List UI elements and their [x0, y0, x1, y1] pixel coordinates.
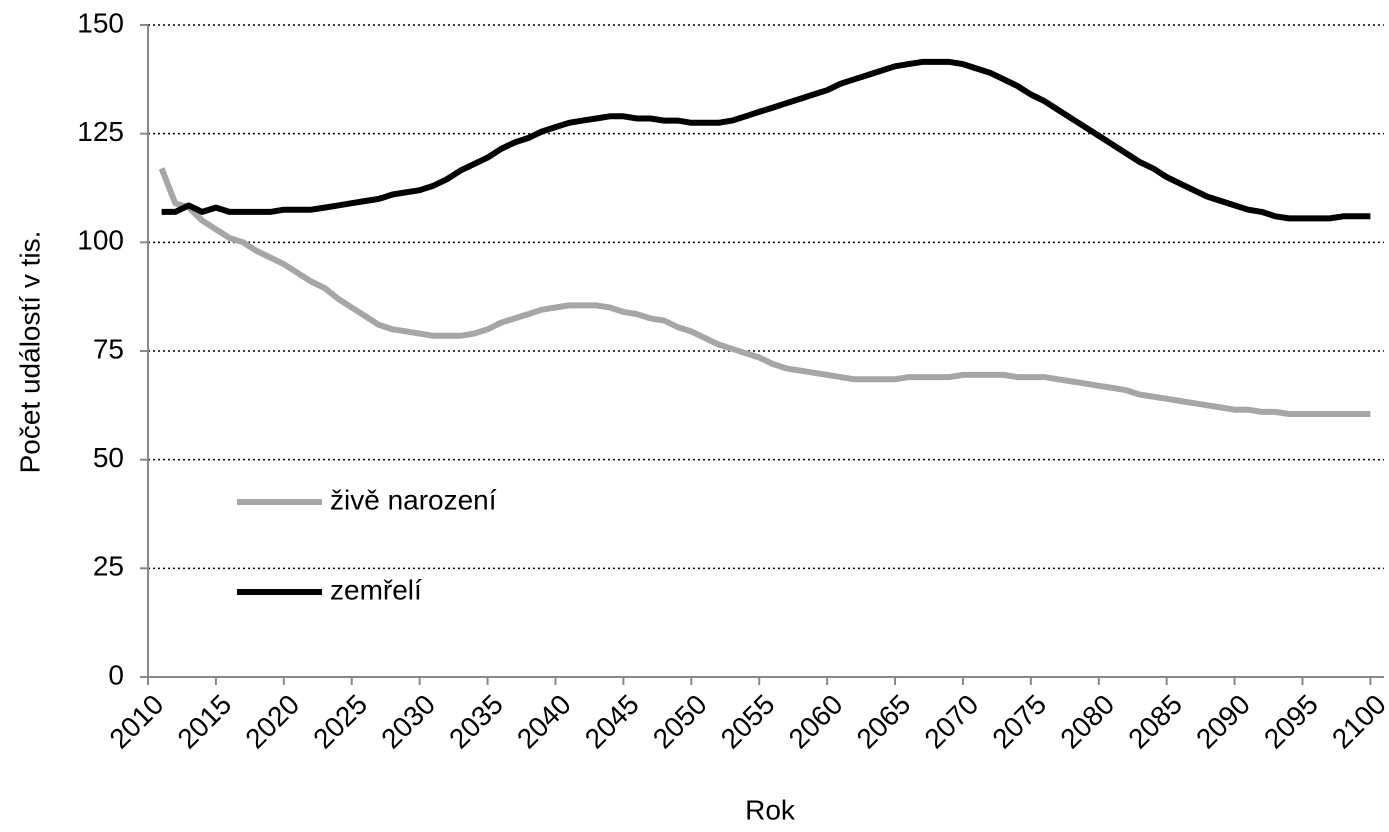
x-axis-label: Rok [745, 794, 796, 825]
x-tick-label: 2055 [715, 689, 781, 755]
x-tick-label: 2020 [239, 689, 305, 755]
x-tick-label: 2050 [647, 689, 713, 755]
y-tick-label: 150 [77, 7, 124, 38]
y-tick-label: 25 [93, 551, 124, 582]
x-tick-label: 2010 [103, 689, 169, 755]
x-tick-label: 2095 [1258, 689, 1324, 755]
x-tick-label: 2030 [375, 689, 441, 755]
x-tick-label: 2015 [171, 689, 237, 755]
x-tick-label: 2080 [1054, 689, 1120, 755]
x-tick-label: 2065 [851, 689, 917, 755]
y-tick-label: 0 [108, 659, 124, 690]
series-line [158, 167, 1371, 417]
series-line [161, 58, 1371, 222]
x-tick-label: 2060 [783, 689, 849, 755]
y-tick-label: 125 [77, 116, 124, 147]
y-tick-label: 50 [93, 442, 124, 473]
x-tick-label: 2025 [307, 689, 373, 755]
x-tick-label: 2070 [918, 689, 984, 755]
y-tick-label: 75 [93, 333, 124, 364]
x-tick-label: 2040 [511, 689, 577, 755]
legend-label: živě narození [330, 484, 497, 515]
x-tick-label: 2035 [443, 689, 509, 755]
y-tick-label: 100 [77, 225, 124, 256]
y-axis-label: Počet událostí v tis. [14, 231, 45, 474]
x-tick-label: 2100 [1326, 689, 1389, 755]
x-tick-label: 2090 [1190, 689, 1256, 755]
x-tick-label: 2085 [1122, 689, 1188, 755]
legend-label: zemřelí [330, 574, 422, 605]
x-tick-label: 2075 [986, 689, 1052, 755]
x-tick-label: 2045 [579, 689, 645, 755]
